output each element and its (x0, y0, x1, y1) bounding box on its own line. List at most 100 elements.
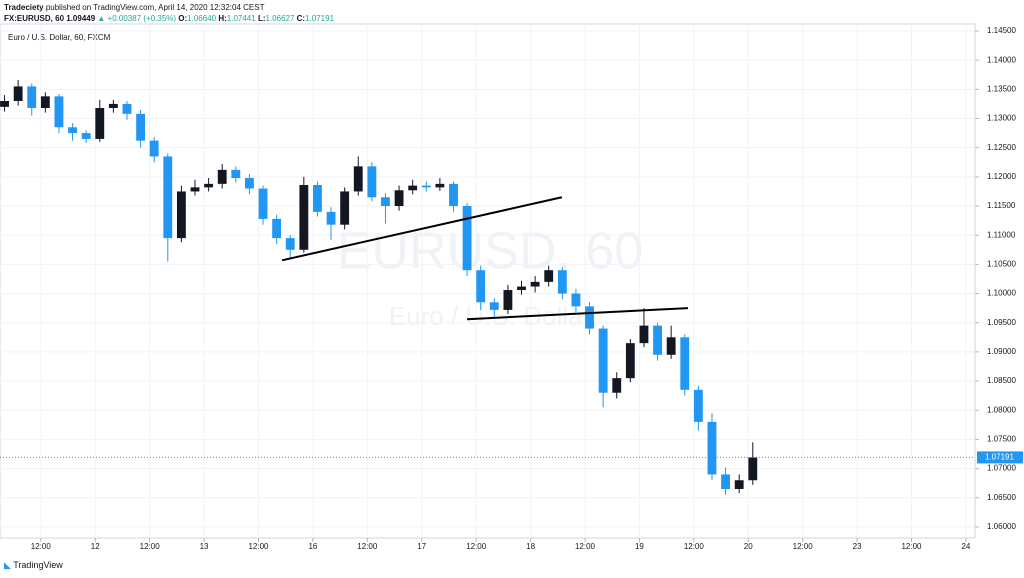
candle-body (421, 185, 431, 188)
header: Tradeciety published on TradingView.com,… (4, 2, 334, 24)
candle-body (693, 389, 703, 422)
candle-body (394, 190, 404, 207)
candle-body (190, 187, 200, 192)
candle-body (136, 113, 146, 141)
legend: Euro / U.S. Dollar, 60, FXCM (8, 33, 111, 42)
candle-body (476, 270, 486, 303)
candle-body (217, 169, 227, 184)
candle-body (27, 86, 37, 109)
x-tick-label: 12:00 (575, 542, 596, 551)
l-label: L: (257, 14, 266, 23)
published: published on TradingView.com, April 14, … (45, 3, 265, 12)
o: 1.06640 (187, 14, 217, 23)
candle-body (503, 290, 513, 310)
y-tick-label: 1.12500 (987, 143, 1016, 152)
plot-frame (0, 23, 976, 539)
x-tick-label: 12:00 (466, 542, 487, 551)
candle-body (462, 206, 472, 271)
y-tick-label: 1.13000 (987, 114, 1016, 123)
candle-body (231, 169, 241, 179)
x-tick-label: 24 (961, 542, 970, 551)
x-tick-label: 12:00 (31, 542, 52, 551)
candle-body (435, 183, 445, 188)
candle-body (381, 197, 390, 207)
last-price-label: 1.07191 (985, 453, 1014, 462)
candle-body (340, 191, 350, 225)
candle-body (176, 191, 186, 239)
candle-body (68, 127, 77, 134)
candle-body (530, 281, 540, 287)
y-tick-label: 1.06000 (987, 522, 1016, 531)
candle-body (272, 218, 282, 239)
x-tick-label: 12 (91, 542, 100, 551)
x-tick-label: 16 (308, 542, 317, 551)
candle-body (326, 211, 336, 225)
trendline (467, 307, 688, 321)
symbol: FX:EURUSD, 60 (4, 14, 65, 23)
candle-body (489, 302, 499, 310)
y-tick-label: 1.12000 (987, 172, 1016, 181)
x-tick-label: 12:00 (140, 542, 161, 551)
y-tick-label: 1.13500 (987, 84, 1016, 93)
x-tick-label: 17 (417, 542, 426, 551)
candle-body (204, 183, 214, 188)
candle-body (313, 185, 322, 212)
h-label: H: (218, 14, 227, 23)
candle-body (571, 293, 581, 307)
y-tick-label: 1.08000 (987, 405, 1016, 414)
c-label: C: (296, 14, 306, 23)
candle-body (353, 166, 363, 192)
candle-body (367, 166, 377, 198)
candle-body (244, 178, 254, 189)
candle-body (653, 325, 662, 355)
y-tick-label: 1.09000 (987, 347, 1016, 356)
candle-body (517, 286, 526, 291)
y-tick-label: 1.09500 (987, 318, 1016, 327)
candle-body (163, 156, 173, 239)
candle-body (81, 133, 91, 139)
x-tick-label: 12:00 (357, 542, 378, 551)
candle-body (721, 474, 731, 489)
candle-body (639, 325, 649, 344)
candle-body (0, 101, 9, 107)
candle-body (299, 185, 309, 250)
candle-body (95, 108, 105, 139)
brand: TradingView (13, 560, 63, 570)
y-tick-label: 1.08500 (987, 376, 1016, 385)
candle-body (625, 343, 635, 379)
y-tick-label: 1.14500 (987, 26, 1016, 35)
y-tick-label: 1.07000 (987, 464, 1016, 473)
candle-body (408, 185, 418, 191)
h: 1.07441 (226, 14, 256, 23)
candle-body (612, 378, 622, 393)
x-tick-label: 23 (853, 542, 862, 551)
candle-body (585, 306, 594, 329)
candle-body (149, 140, 159, 157)
y-tick-label: 1.11000 (987, 230, 1016, 239)
c: 1.07191 (305, 14, 335, 23)
candle-body (40, 96, 50, 109)
candle-body (680, 337, 690, 390)
x-tick-label: 18 (526, 542, 535, 551)
y-tick-label: 1.11500 (987, 201, 1016, 210)
candle-body (557, 270, 567, 294)
x-tick-label: 19 (635, 542, 644, 551)
candle-body (285, 238, 295, 250)
publisher: Tradeciety (4, 3, 44, 12)
candle-body (666, 337, 676, 355)
candle-body (707, 421, 717, 475)
candle-body (258, 188, 268, 219)
logo: ◣ (4, 560, 14, 570)
candle-body (598, 328, 608, 393)
candle-body (13, 86, 23, 102)
header-line: Tradeciety published on TradingView.com,… (4, 2, 334, 13)
candle-body (122, 103, 132, 114)
y-tick-label: 1.10000 (987, 289, 1016, 298)
y-tick-label: 1.14000 (987, 55, 1016, 64)
x-tick-label: 12:00 (248, 542, 269, 551)
footer: ◣ TradingView (4, 560, 63, 571)
x-tick-label: 13 (200, 542, 209, 551)
watermark: EURUSD, 60 (337, 223, 643, 281)
